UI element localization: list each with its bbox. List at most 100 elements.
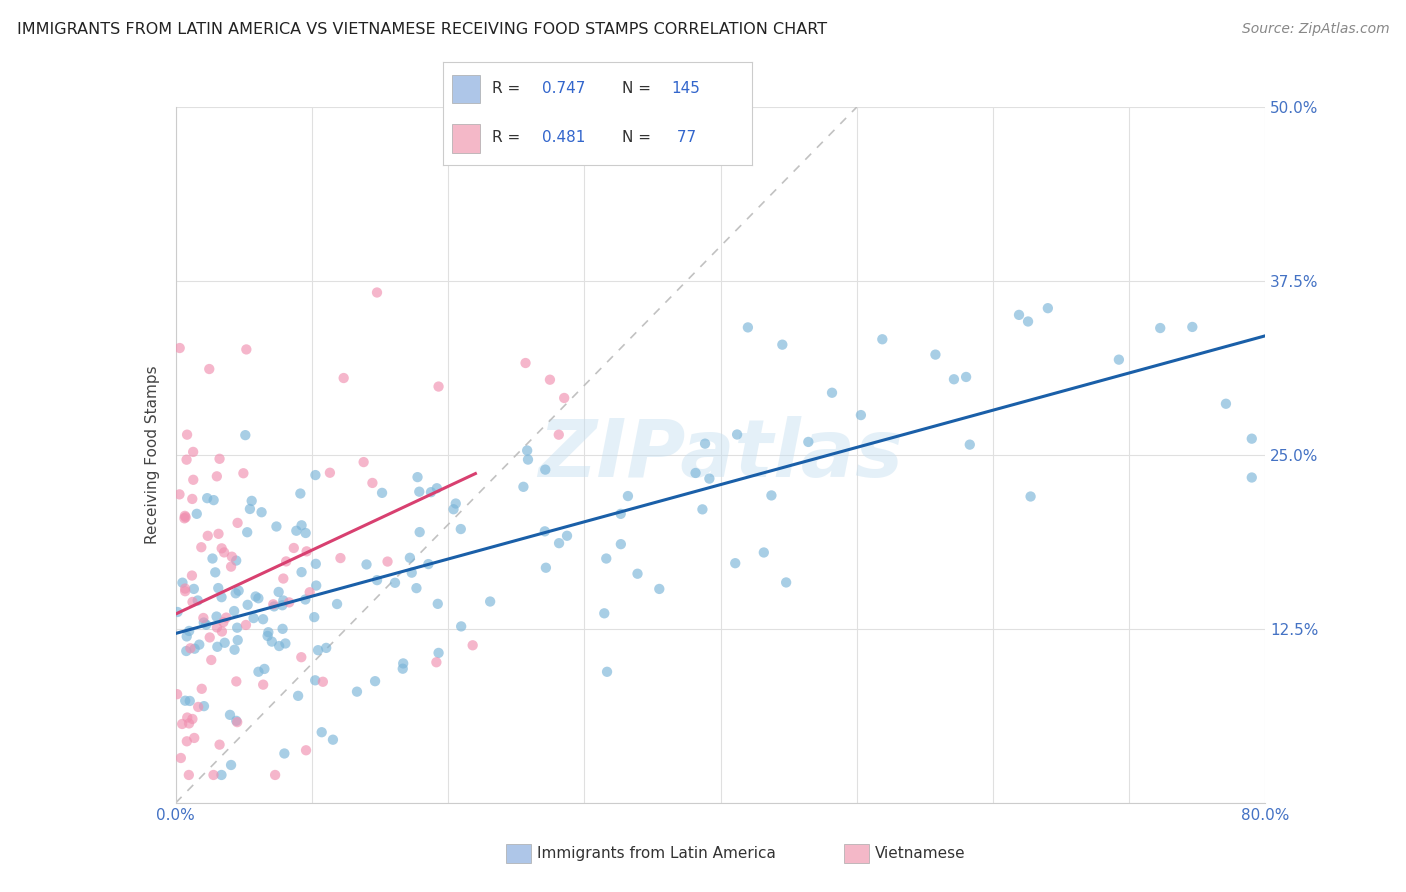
- Point: [239, 502, 262, 516]
- Point: [212, 545, 235, 559]
- Point: [170, 751, 193, 765]
- Point: [173, 511, 195, 525]
- Point: [242, 611, 264, 625]
- Point: [195, 617, 218, 632]
- Point: [1240, 470, 1263, 484]
- Point: [207, 526, 229, 541]
- Point: [1181, 320, 1204, 334]
- Point: [266, 519, 288, 533]
- Point: [252, 612, 274, 626]
- Point: [426, 481, 449, 495]
- Point: [174, 694, 197, 708]
- Point: [236, 598, 259, 612]
- Point: [450, 619, 472, 633]
- Point: [273, 747, 295, 761]
- Point: [312, 674, 335, 689]
- Point: [294, 526, 316, 541]
- Point: [366, 573, 388, 587]
- Point: [849, 408, 872, 422]
- Point: [461, 638, 484, 652]
- Point: [353, 455, 375, 469]
- Point: [226, 516, 249, 530]
- Point: [207, 640, 229, 654]
- Point: [193, 699, 215, 714]
- Point: [176, 427, 198, 442]
- Point: [426, 597, 449, 611]
- Point: [169, 341, 191, 355]
- Point: [205, 469, 228, 483]
- Text: 0.481: 0.481: [541, 130, 585, 145]
- Point: [204, 566, 226, 580]
- Point: [219, 559, 242, 574]
- Point: [405, 581, 427, 595]
- Point: [648, 582, 671, 596]
- Point: [173, 508, 195, 523]
- Point: [225, 674, 247, 689]
- Point: [193, 611, 215, 625]
- Point: [214, 636, 236, 650]
- Point: [226, 621, 249, 635]
- Point: [166, 605, 188, 619]
- Point: [186, 507, 208, 521]
- Point: [176, 629, 198, 643]
- Point: [1017, 314, 1039, 328]
- Point: [304, 468, 326, 483]
- Point: [174, 584, 197, 599]
- Point: [346, 684, 368, 698]
- Point: [1008, 308, 1031, 322]
- Point: [205, 609, 228, 624]
- Point: [427, 646, 450, 660]
- Point: [176, 710, 198, 724]
- Point: [332, 371, 354, 385]
- Point: [534, 462, 557, 476]
- Point: [298, 585, 321, 599]
- Point: [211, 768, 233, 782]
- Point: [179, 641, 201, 656]
- Text: N =: N =: [623, 130, 657, 145]
- Point: [187, 700, 209, 714]
- Point: [775, 575, 797, 590]
- Point: [215, 610, 238, 624]
- Point: [295, 743, 318, 757]
- Point: [269, 639, 291, 653]
- Point: [420, 485, 443, 500]
- Point: [1036, 301, 1059, 315]
- Point: [872, 332, 894, 346]
- Point: [418, 557, 440, 571]
- Point: [172, 717, 194, 731]
- Point: [450, 522, 472, 536]
- Point: [264, 768, 287, 782]
- Point: [290, 650, 312, 665]
- Point: [198, 362, 221, 376]
- Point: [377, 555, 399, 569]
- Point: [226, 633, 249, 648]
- Point: [183, 731, 205, 745]
- Point: [176, 734, 198, 748]
- Text: ZIPatlas: ZIPatlas: [538, 416, 903, 494]
- Point: [257, 625, 280, 640]
- Point: [271, 622, 294, 636]
- Point: [533, 524, 555, 539]
- Point: [267, 585, 290, 599]
- Point: [271, 599, 294, 613]
- Point: [517, 452, 540, 467]
- Point: [443, 502, 465, 516]
- Point: [610, 537, 633, 551]
- Point: [221, 549, 243, 564]
- FancyBboxPatch shape: [453, 75, 479, 103]
- Point: [391, 662, 413, 676]
- Point: [924, 348, 946, 362]
- Point: [596, 665, 619, 679]
- Point: [177, 768, 200, 782]
- Point: [538, 373, 561, 387]
- Point: [211, 590, 233, 604]
- Point: [211, 541, 233, 556]
- Text: N =: N =: [623, 81, 657, 96]
- Point: [356, 558, 378, 572]
- Point: [361, 475, 384, 490]
- Point: [752, 545, 775, 559]
- Point: [797, 434, 820, 449]
- Text: 0.747: 0.747: [541, 81, 585, 96]
- Point: [364, 674, 387, 689]
- Point: [245, 590, 267, 604]
